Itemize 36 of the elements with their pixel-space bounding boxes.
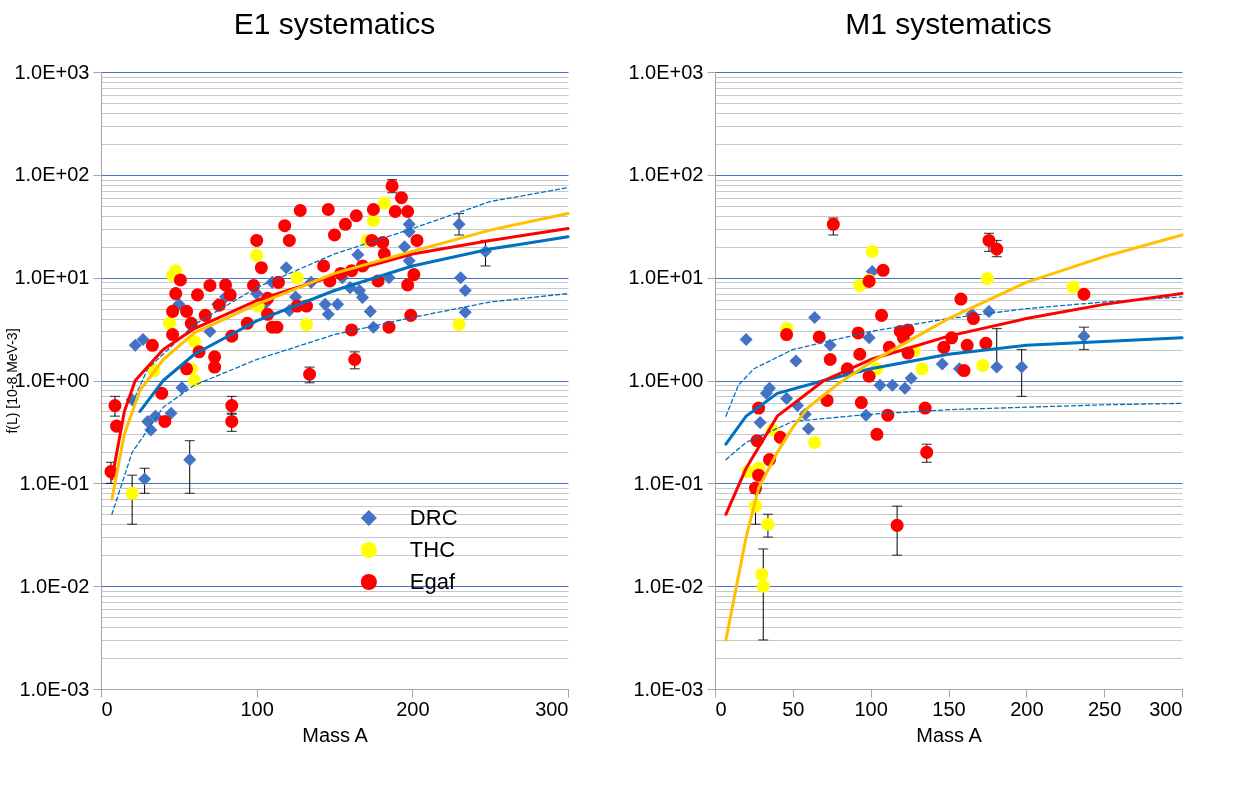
- y-tick-label: 1.0E-03: [633, 677, 704, 700]
- y-tick-label: 1.0E-01: [19, 471, 90, 494]
- x-tick-label: 0: [101, 697, 113, 720]
- y-tick-label: 1.0E+01: [628, 266, 704, 289]
- y-tick-label: 1.0E+03: [628, 60, 704, 83]
- y-tick-label: 1.0E+00: [628, 369, 704, 391]
- x-tick-label: 300: [1149, 697, 1183, 720]
- y-tick-label: 1.0E+02: [628, 163, 704, 186]
- line-series: [725, 296, 1183, 417]
- y-tick-label: 1.0E-02: [19, 574, 90, 597]
- x-tick-label: 200: [1010, 697, 1044, 720]
- x-tick-label: 300: [535, 697, 569, 720]
- line-series: [724, 233, 1184, 642]
- y-tick-label: 1.0E-02: [633, 574, 704, 597]
- x-tick-label: 150: [932, 697, 966, 720]
- x-axis-title: Mass A: [302, 723, 369, 746]
- line-series: [138, 235, 570, 413]
- y-tick-label: 1.0E+02: [14, 163, 90, 186]
- legend-label: DRC: [409, 504, 458, 530]
- y-tick-label: 1.0E-01: [633, 471, 704, 494]
- y-tick-label: 1.0E-03: [19, 677, 90, 700]
- legend-label: THC: [409, 536, 456, 562]
- x-tick-label: 100: [240, 697, 274, 720]
- line-series: [724, 292, 1184, 516]
- x-tick-label: 250: [1087, 697, 1122, 720]
- line-series: [724, 336, 1184, 446]
- x-tick-label: 200: [396, 697, 430, 720]
- chart-title: E1 systematics: [233, 7, 436, 40]
- y-tick-label: 1.0E+03: [14, 60, 90, 83]
- line-series: [725, 402, 1183, 461]
- chart-title: M1 systematics: [845, 7, 1052, 40]
- x-axis-title: Mass A: [916, 723, 983, 746]
- x-tick-label: 100: [854, 697, 888, 720]
- y-tick-label: 1.0E+01: [14, 266, 90, 289]
- x-tick-label: 50: [782, 697, 805, 720]
- x-tick-label: 0: [715, 697, 727, 720]
